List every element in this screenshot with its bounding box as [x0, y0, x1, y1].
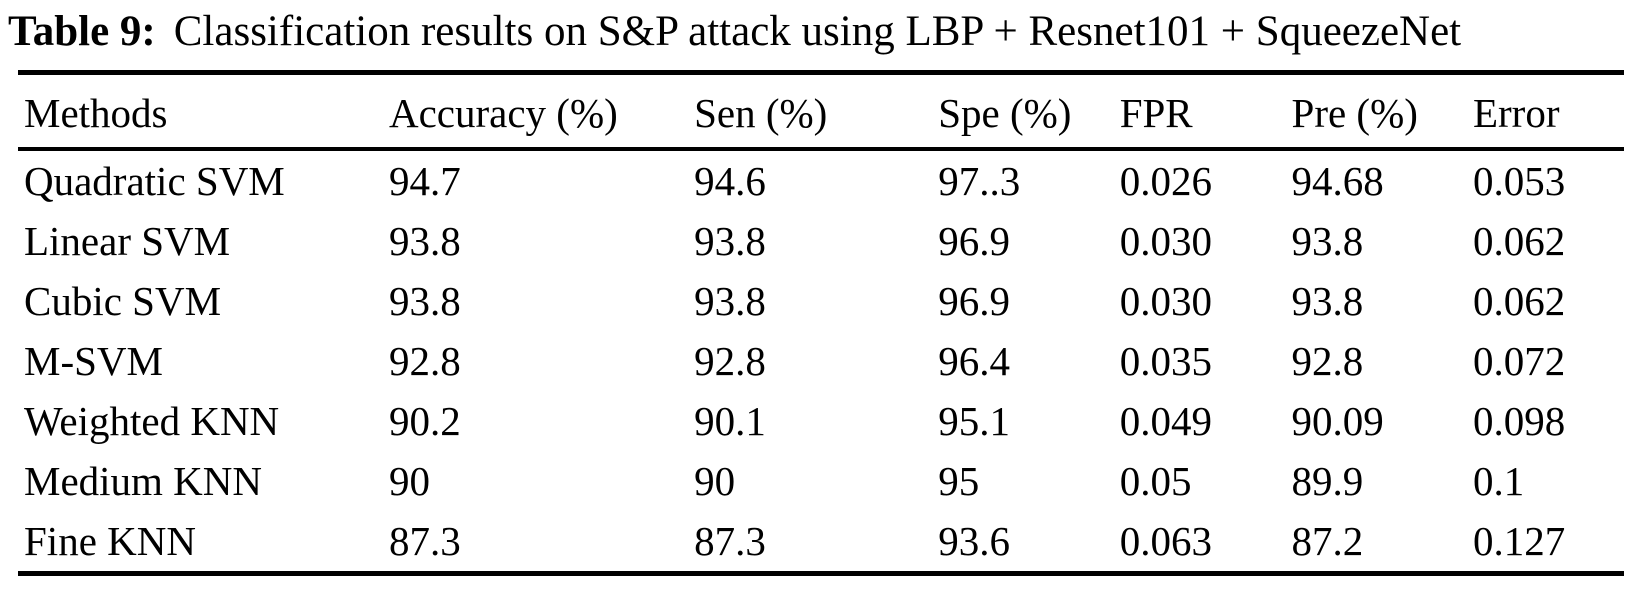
results-table: Methods Accuracy (%) Sen (%) Spe (%) FPR Pre …	[18, 70, 1624, 576]
value-cell: 90.1	[694, 398, 766, 444]
column-header: Sen (%)	[694, 90, 828, 136]
table-row: Fine KNN 87.3 87.3 93.6 0.063 87.2 0.127	[18, 511, 1624, 574]
column-header: Error	[1472, 90, 1560, 136]
method-cell: M-SVM	[24, 338, 163, 384]
value-cell: 90.09	[1291, 398, 1384, 444]
table-row: Weighted KNN 90.2 90.1 95.1 0.049 90.09 0.098	[18, 391, 1624, 451]
value-cell: 96.9	[938, 278, 1010, 324]
value-cell: 97..3	[938, 158, 1021, 204]
method-cell: Cubic SVM	[24, 278, 222, 324]
method-cell: Fine KNN	[24, 518, 196, 564]
value-cell: 90	[388, 458, 430, 504]
method-cell: Medium KNN	[24, 458, 263, 504]
value-cell: 93.8	[694, 218, 766, 264]
value-cell: 93.8	[694, 278, 766, 324]
column-header: Spe (%)	[938, 90, 1072, 136]
value-cell: 0.049	[1119, 398, 1212, 444]
value-cell: 95	[938, 458, 980, 504]
value-cell: 0.030	[1119, 218, 1212, 264]
table-caption-label: Table 9:	[8, 8, 156, 55]
value-cell: 96.9	[938, 218, 1010, 264]
value-cell: 93.8	[1291, 218, 1364, 264]
value-cell: 0.030	[1119, 278, 1212, 324]
value-cell: 0.035	[1119, 338, 1212, 384]
method-cell: Weighted KNN	[24, 398, 280, 444]
value-cell: 90.2	[388, 398, 461, 444]
value-cell: 0.062	[1472, 218, 1566, 264]
table-header-row: Methods Accuracy (%) Sen (%) Spe (%) FPR Pre …	[18, 73, 1624, 149]
table-caption: Table 9: Classification results on S&P at…	[8, 4, 1636, 60]
table-row: Linear SVM 93.8 93.8 96.9 0.030 93.8 0.062	[18, 211, 1624, 271]
table-body: Quadratic SVM 94.7 94.6 97..3 0.026 94.68 0.05…	[18, 149, 1624, 574]
value-cell: 92.8	[1291, 338, 1364, 384]
value-cell: 93.8	[1291, 278, 1364, 324]
value-cell: 92.8	[388, 338, 461, 384]
table-row: Medium KNN 90 90 95 0.05 89.9 0.1	[18, 451, 1624, 511]
table-row: Cubic SVM 93.8 93.8 96.9 0.030 93.8 0.062	[18, 271, 1624, 331]
method-cell: Quadratic SVM	[24, 158, 285, 204]
value-cell: 93.8	[388, 218, 461, 264]
value-cell: 0.063	[1119, 518, 1212, 564]
column-header: FPR	[1119, 90, 1193, 136]
column-header: Accuracy (%)	[388, 90, 618, 136]
table-row: Quadratic SVM 94.7 94.6 97..3 0.026 94.68 0.05…	[18, 149, 1624, 211]
value-cell: 90	[694, 458, 736, 504]
value-cell: 0.1	[1472, 458, 1525, 504]
value-cell: 92.8	[694, 338, 766, 384]
method-cell: Linear SVM	[24, 218, 231, 264]
value-cell: 89.9	[1291, 458, 1364, 504]
value-cell: 87.2	[1291, 518, 1364, 564]
value-cell: 0.072	[1472, 338, 1566, 384]
value-cell: 93.8	[388, 278, 461, 324]
value-cell: 87.3	[388, 518, 461, 564]
value-cell: 0.098	[1472, 398, 1566, 444]
value-cell: 94.68	[1291, 158, 1384, 204]
value-cell: 94.7	[388, 158, 461, 204]
column-header: Pre (%)	[1291, 90, 1418, 136]
table-caption-text: Classification results on S&P attack usi…	[173, 8, 1462, 55]
value-cell: 95.1	[938, 398, 1010, 444]
value-cell: 0.062	[1472, 278, 1566, 324]
table-header: Methods Accuracy (%) Sen (%) Spe (%) FPR Pre …	[18, 73, 1624, 149]
column-header: Methods	[24, 90, 168, 136]
table-row: M-SVM 92.8 92.8 96.4 0.035 92.8 0.072	[18, 331, 1624, 391]
value-cell: 0.053	[1472, 158, 1566, 204]
value-cell: 94.6	[694, 158, 766, 204]
value-cell: 0.05	[1119, 458, 1192, 504]
value-cell: 87.3	[694, 518, 766, 564]
value-cell: 0.026	[1119, 158, 1212, 204]
value-cell: 93.6	[938, 518, 1010, 564]
value-cell: 96.4	[938, 338, 1010, 384]
value-cell: 0.127	[1472, 518, 1566, 564]
